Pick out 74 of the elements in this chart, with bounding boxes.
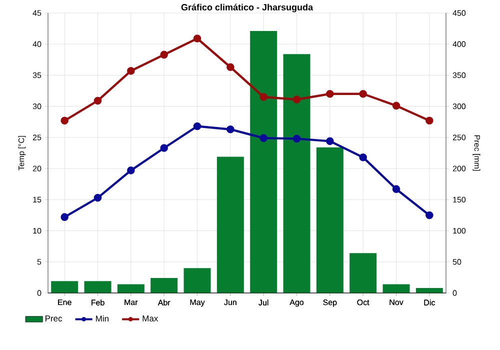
y2-tick-label: 50 — [452, 259, 462, 265]
x-tick-label: Dic — [424, 300, 435, 306]
x-tick-label: Abr — [158, 300, 170, 306]
y2-axis-title: Prec [mm] — [472, 135, 480, 171]
x-tick-label: Ene — [58, 300, 72, 306]
point — [359, 90, 367, 98]
x-tick-label: Mar — [124, 300, 138, 306]
y2-tick-label: 350 — [452, 72, 466, 78]
point — [326, 137, 334, 146]
point — [226, 125, 234, 134]
y-tick-label: 5 — [37, 259, 42, 265]
y-tick-label: 10 — [33, 228, 42, 234]
bar — [150, 278, 178, 293]
y2-tick-label: 0 — [452, 290, 457, 296]
bar — [416, 288, 443, 293]
point — [60, 213, 68, 221]
y-tick-label: 40 — [32, 41, 42, 47]
point — [392, 185, 400, 193]
x-tick-label: Feb — [92, 300, 104, 306]
point — [60, 116, 68, 125]
legend-label: Prec — [46, 316, 62, 322]
point — [260, 93, 268, 101]
point — [160, 50, 168, 59]
point — [94, 96, 102, 105]
x-tick-label: Nov — [390, 300, 404, 306]
bar — [350, 253, 377, 293]
point — [226, 63, 234, 72]
x-tick-label: Oct — [357, 300, 370, 306]
point — [260, 134, 268, 142]
x-tick-label: Sep — [323, 300, 337, 307]
y2-tick-label: 100 — [453, 228, 466, 234]
y2-tick-label: 200 — [452, 166, 466, 172]
y-tick-label: 30 — [32, 104, 42, 110]
bar — [117, 284, 144, 293]
point — [426, 211, 434, 220]
point — [193, 122, 202, 130]
y2-tick-label: 300 — [452, 104, 466, 110]
point — [326, 90, 334, 98]
chart-title: Gráfico climático - Jharsuguda — [181, 4, 314, 12]
y2-tick-label: 400 — [452, 41, 466, 47]
legend-label: Min — [96, 315, 108, 322]
point — [292, 134, 301, 143]
point — [193, 34, 202, 42]
point — [160, 144, 168, 152]
point — [426, 116, 434, 125]
point — [392, 102, 400, 110]
y-tick-label: 35 — [32, 72, 42, 78]
point — [94, 194, 102, 202]
y-tick-label: 20 — [32, 166, 42, 172]
y-axis-title: Temp [°C] — [18, 136, 26, 170]
x-tick-label: Ago — [290, 300, 304, 307]
x-tick-label: Jun — [224, 300, 236, 306]
bar — [316, 147, 344, 293]
point — [359, 153, 367, 162]
bar — [51, 281, 78, 293]
y2-tick-label: 450 — [452, 10, 466, 16]
bar — [84, 281, 112, 293]
point — [292, 96, 301, 104]
point — [127, 66, 135, 75]
y-tick-label: 45 — [32, 10, 42, 16]
legend-label: Max — [142, 316, 158, 322]
y2-tick-label: 250 — [452, 134, 466, 140]
y-tick-label: 0 — [37, 290, 42, 296]
x-tick-label: Jul — [258, 300, 268, 306]
y-tick-label: 15 — [33, 196, 42, 202]
bar — [250, 31, 278, 293]
point — [127, 166, 135, 174]
y2-tick-label: 150 — [453, 196, 466, 202]
x-tick-label: May — [190, 300, 205, 307]
bar — [283, 54, 310, 293]
bar — [216, 156, 244, 293]
bar — [184, 268, 211, 293]
bar — [382, 284, 410, 293]
y-tick-label: 25 — [32, 134, 42, 140]
